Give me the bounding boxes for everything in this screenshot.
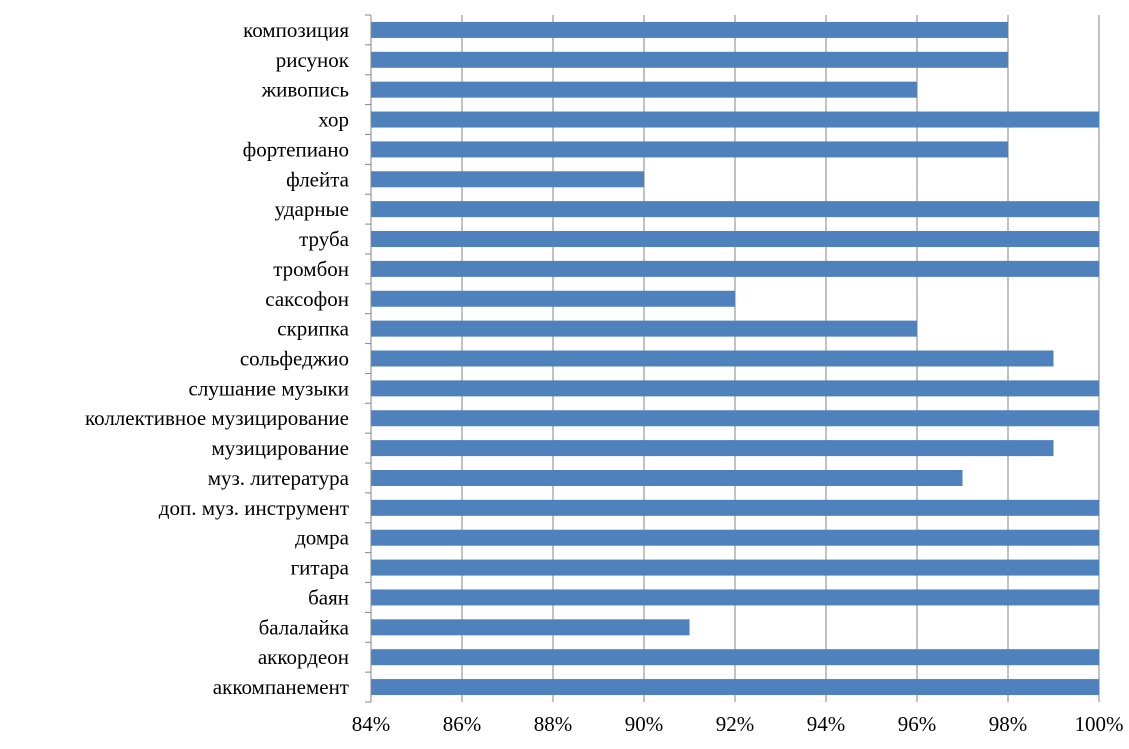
category-label: сольфеджио	[240, 347, 349, 371]
y-axis	[365, 14, 372, 703]
category-label: аккордеон	[258, 645, 349, 669]
bar	[371, 619, 690, 636]
category-label: живопись	[261, 78, 349, 102]
category-labels: композиция рисунок живопись хор фортепиано фл…	[85, 18, 350, 699]
bar	[371, 380, 1099, 397]
bar	[371, 171, 644, 188]
bar	[371, 440, 1054, 457]
bar	[371, 469, 963, 486]
bar	[371, 111, 1099, 128]
category-label: хор	[318, 108, 349, 132]
bar	[371, 679, 1099, 696]
category-label: домра	[295, 526, 350, 550]
category-label: слушание музыки	[189, 376, 349, 400]
bar	[371, 260, 1099, 277]
x-tick-label: 94%	[807, 712, 846, 736]
bar	[371, 350, 1054, 367]
category-label: композиция	[243, 18, 349, 42]
bars	[371, 21, 1099, 696]
category-label: аккомпанемент	[213, 675, 349, 699]
bar	[371, 290, 735, 307]
category-label: рисунок	[276, 48, 350, 72]
x-tick-label: 100%	[1075, 712, 1124, 736]
bar	[371, 21, 1008, 38]
bar	[371, 141, 1008, 158]
x-tick-label: 96%	[898, 712, 937, 736]
bar	[371, 529, 1099, 546]
x-tick-labels: 84% 86% 88% 90% 92% 94% 96% 98% 100%	[352, 712, 1124, 736]
category-label: ударные	[275, 197, 349, 221]
category-label: саксофон	[265, 287, 349, 311]
category-label: доп. муз. инструмент	[159, 496, 349, 520]
category-label: коллективное музицирование	[85, 406, 349, 430]
category-label: тромбон	[273, 257, 349, 281]
category-label: флейта	[286, 167, 350, 191]
x-tick-label: 84%	[352, 712, 391, 736]
bar	[371, 649, 1099, 666]
bar	[371, 410, 1099, 427]
bar	[371, 320, 917, 337]
bar	[371, 201, 1099, 218]
x-tick-label: 90%	[625, 712, 664, 736]
category-label: гитара	[291, 556, 350, 580]
category-label: муз. литература	[208, 466, 350, 490]
bar	[371, 81, 917, 98]
category-label: музицирование	[211, 436, 349, 460]
x-tick-label: 98%	[989, 712, 1028, 736]
category-label: скрипка	[277, 317, 349, 341]
category-label: фортепиано	[243, 137, 349, 161]
x-tick-label: 92%	[716, 712, 755, 736]
bar	[371, 499, 1099, 516]
bar	[371, 51, 1008, 68]
category-label: баян	[308, 585, 349, 609]
category-label: балалайка	[259, 615, 350, 639]
category-label: труба	[299, 227, 350, 251]
bar	[371, 589, 1099, 606]
bar	[371, 559, 1099, 576]
x-tick-label: 86%	[443, 712, 482, 736]
bar	[371, 231, 1099, 248]
x-tick-label: 88%	[534, 712, 573, 736]
